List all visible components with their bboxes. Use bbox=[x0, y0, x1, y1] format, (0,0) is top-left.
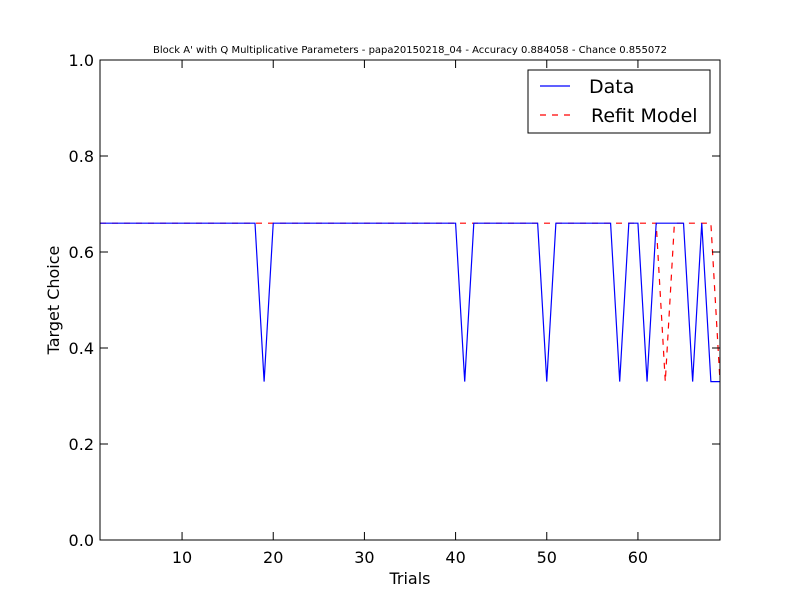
legend-box bbox=[527, 69, 711, 134]
legend: Data Refit Model bbox=[527, 69, 711, 134]
legend-label-data: Data bbox=[589, 76, 634, 98]
y-tick-label: 0.8 bbox=[69, 147, 94, 166]
y-axis: 0.0 0.2 0.4 0.6 0.8 1.0 bbox=[69, 51, 720, 550]
x-tick-label: 10 bbox=[172, 548, 192, 567]
x-axis-label: Trials bbox=[388, 569, 430, 588]
x-tick-label: 30 bbox=[354, 548, 374, 567]
series-layer bbox=[100, 222, 720, 383]
y-tick-label: 0.6 bbox=[69, 243, 94, 262]
y-tick-label: 0.0 bbox=[69, 531, 94, 550]
y-axis-label: Target Choice bbox=[44, 246, 63, 356]
x-tick-label: 40 bbox=[445, 548, 465, 567]
series-line-data bbox=[100, 222, 720, 383]
plot-frame bbox=[99, 59, 721, 541]
x-tick-label: 20 bbox=[263, 548, 283, 567]
x-tick-label: 50 bbox=[537, 548, 557, 567]
legend-label-refit-model: Refit Model bbox=[591, 105, 698, 127]
y-tick-label: 0.2 bbox=[69, 435, 94, 454]
y-tick-label: 1.0 bbox=[69, 51, 94, 70]
y-tick-label: 0.4 bbox=[69, 339, 94, 358]
series-line-refit-model bbox=[100, 222, 720, 382]
x-tick-label: 60 bbox=[628, 548, 648, 567]
x-axis: 10 20 30 40 50 60 bbox=[172, 60, 648, 567]
chart-title: Block A' with Q Multiplicative Parameter… bbox=[153, 45, 667, 56]
